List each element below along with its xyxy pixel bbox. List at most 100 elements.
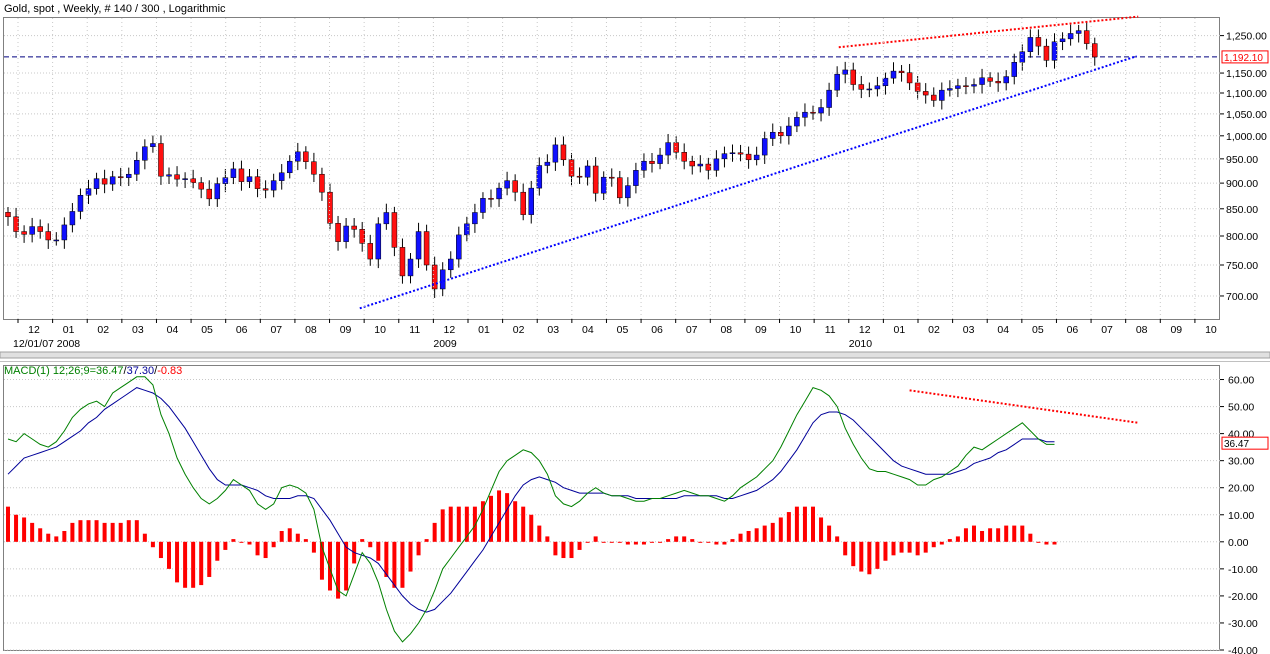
month-label: 07 [1101, 324, 1113, 336]
candle-down [810, 111, 816, 114]
macd-tick-label: -40.00 [1228, 645, 1258, 654]
candle-down [117, 176, 124, 178]
macd-tick-label: 30.00 [1228, 456, 1254, 468]
panel-splitter[interactable] [0, 351, 1270, 359]
candle-down [303, 151, 309, 162]
histogram-bar [448, 506, 453, 542]
month-label: 04 [167, 324, 179, 336]
histogram-bar [698, 541, 703, 543]
candle-down [592, 165, 599, 194]
histogram-bar [207, 541, 212, 577]
histogram-bar [344, 541, 349, 591]
histogram-bar [980, 530, 985, 542]
candle-down [1083, 30, 1090, 44]
price-tick-label: 950.00 [1226, 154, 1258, 166]
candle-up [1059, 38, 1066, 43]
histogram-bar [569, 541, 574, 559]
histogram-bar [416, 541, 421, 556]
candle-up [407, 258, 414, 277]
candle-down [190, 178, 196, 183]
candle-up [600, 176, 607, 194]
histogram-bar [46, 533, 51, 542]
candle-up [842, 69, 848, 75]
candle-up [729, 152, 736, 154]
candle-down [995, 81, 1001, 84]
candle-down [351, 225, 357, 230]
candle-down [922, 91, 929, 96]
candle-down [689, 160, 695, 167]
histogram-bar [746, 530, 751, 542]
month-label: 08 [720, 324, 732, 336]
histogram-bar [311, 541, 316, 553]
month-label: 04 [997, 324, 1009, 336]
candle-down [617, 177, 623, 199]
candle-up [439, 269, 446, 290]
macd-tick-label: -20.00 [1228, 591, 1258, 603]
candle-up [182, 178, 188, 180]
histogram-bar [231, 539, 236, 542]
candle-up [1019, 51, 1026, 63]
candle-up [826, 89, 832, 108]
candle-up [770, 131, 776, 139]
candle-up [29, 226, 35, 235]
histogram-bar [513, 501, 518, 542]
histogram-bar [287, 528, 292, 542]
candle-up [69, 211, 76, 226]
histogram-bar [183, 541, 188, 588]
macd-last-label: 36.47 [1224, 439, 1249, 450]
histogram-bar [22, 517, 27, 542]
candle-up [448, 258, 454, 271]
candle-down [174, 174, 180, 180]
histogram-bar [690, 539, 695, 542]
histogram-bar [497, 490, 502, 542]
macd-tick-label: -10.00 [1228, 564, 1258, 576]
month-label: 02 [928, 324, 940, 336]
candle-up [874, 85, 881, 90]
price-tick-label: 900.00 [1226, 178, 1258, 190]
candle-up [464, 223, 470, 236]
candle-up [1067, 33, 1074, 40]
candle-down [737, 152, 744, 155]
month-label: 07 [686, 324, 698, 336]
price-tick-label: 1,250.00 [1226, 31, 1267, 43]
month-label: 01 [478, 324, 490, 336]
histogram-bar [1036, 541, 1041, 543]
histogram-bar [1052, 541, 1057, 545]
candle-down [423, 231, 430, 266]
histogram-bar [786, 512, 791, 542]
histogram-bar [947, 539, 952, 542]
candle-up [1003, 76, 1009, 84]
candle-up [109, 176, 116, 185]
candle-down [206, 188, 212, 200]
candle-down [262, 188, 269, 191]
candle-down [520, 191, 526, 215]
histogram-bar [489, 495, 493, 542]
price-tick-label: 750.00 [1226, 260, 1258, 272]
year-label: 2009 [433, 338, 457, 350]
histogram-bar [915, 541, 920, 556]
histogram-bar [585, 541, 590, 543]
macd-last-box [1221, 436, 1269, 450]
histogram-bar [215, 541, 220, 561]
month-label: 12 [859, 324, 871, 336]
year-label: 12/01/07 2008 [13, 338, 80, 350]
candle-down [101, 178, 108, 185]
candle-up [753, 154, 760, 161]
histogram-bar [70, 522, 75, 542]
candle-up [947, 88, 953, 91]
candle-down [906, 72, 913, 84]
month-label: 01 [894, 324, 906, 336]
month-label: 03 [963, 324, 975, 336]
candle-up [1051, 41, 1058, 61]
histogram-bar [303, 539, 308, 542]
candle-down [568, 159, 575, 177]
histogram-bar [134, 520, 139, 542]
candle-up [979, 77, 985, 85]
histogram-bar [94, 520, 99, 542]
chart-title: Gold, spot , Weekly, # 140 / 300 , Logar… [4, 3, 226, 15]
candle-up [85, 188, 92, 196]
candle-down [609, 176, 615, 179]
histogram-bar [682, 536, 687, 542]
month-label: 10 [790, 324, 802, 336]
candle-up [214, 183, 221, 200]
